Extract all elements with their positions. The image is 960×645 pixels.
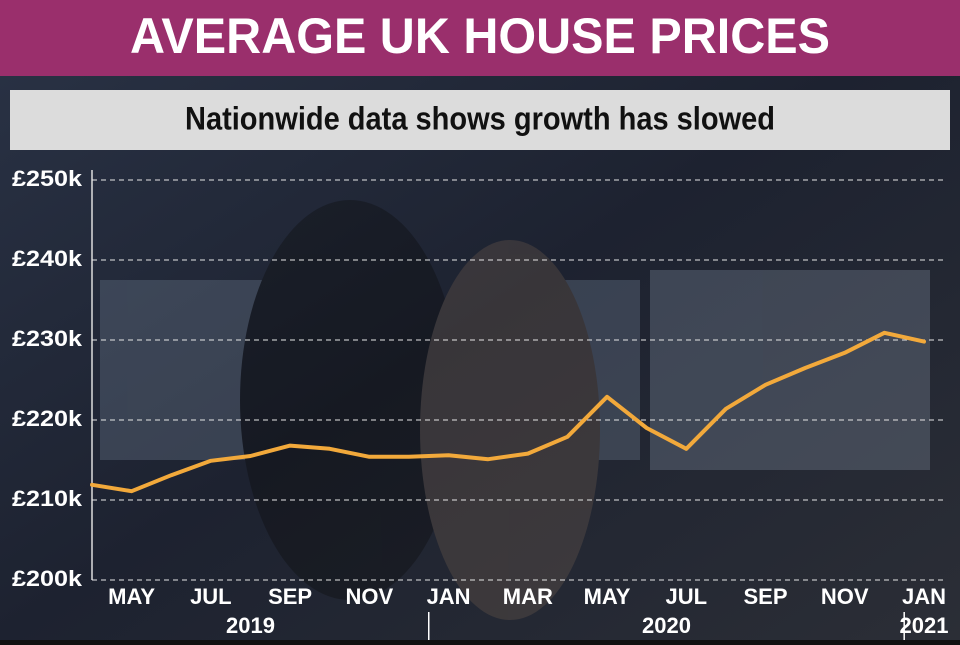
title-bar <box>0 0 960 76</box>
y-tick-label: £250k <box>12 166 83 191</box>
y-tick-label: £210k <box>12 486 83 511</box>
y-tick-label: £230k <box>12 326 83 351</box>
chart-title: AVERAGE UK HOUSE PRICES <box>130 8 830 64</box>
x-tick-label: JUL <box>666 584 708 609</box>
price-line <box>90 330 926 494</box>
x-tick-label: JAN <box>902 584 946 609</box>
x-tick-label: JAN <box>427 584 471 609</box>
x-tick-label: NOV <box>345 584 393 609</box>
year-label: 2020 <box>642 613 691 638</box>
y-tick-label: £220k <box>12 406 83 431</box>
x-tick-label: MAR <box>503 584 553 609</box>
y-tick-label: £240k <box>12 246 83 271</box>
year-label: 2021 <box>900 613 949 638</box>
x-tick-label: MAY <box>584 584 631 609</box>
x-tick-label: NOV <box>821 584 869 609</box>
x-tick-label: MAY <box>108 584 155 609</box>
x-tick-label: SEP <box>744 584 788 609</box>
x-tick-label: SEP <box>268 584 312 609</box>
x-tick-label: JUL <box>190 584 232 609</box>
year-label: 2019 <box>226 613 275 638</box>
chart-subtitle: Nationwide data shows growth has slowed <box>185 100 775 136</box>
y-tick-label: £200k <box>12 566 83 591</box>
subtitle-box <box>10 90 950 150</box>
